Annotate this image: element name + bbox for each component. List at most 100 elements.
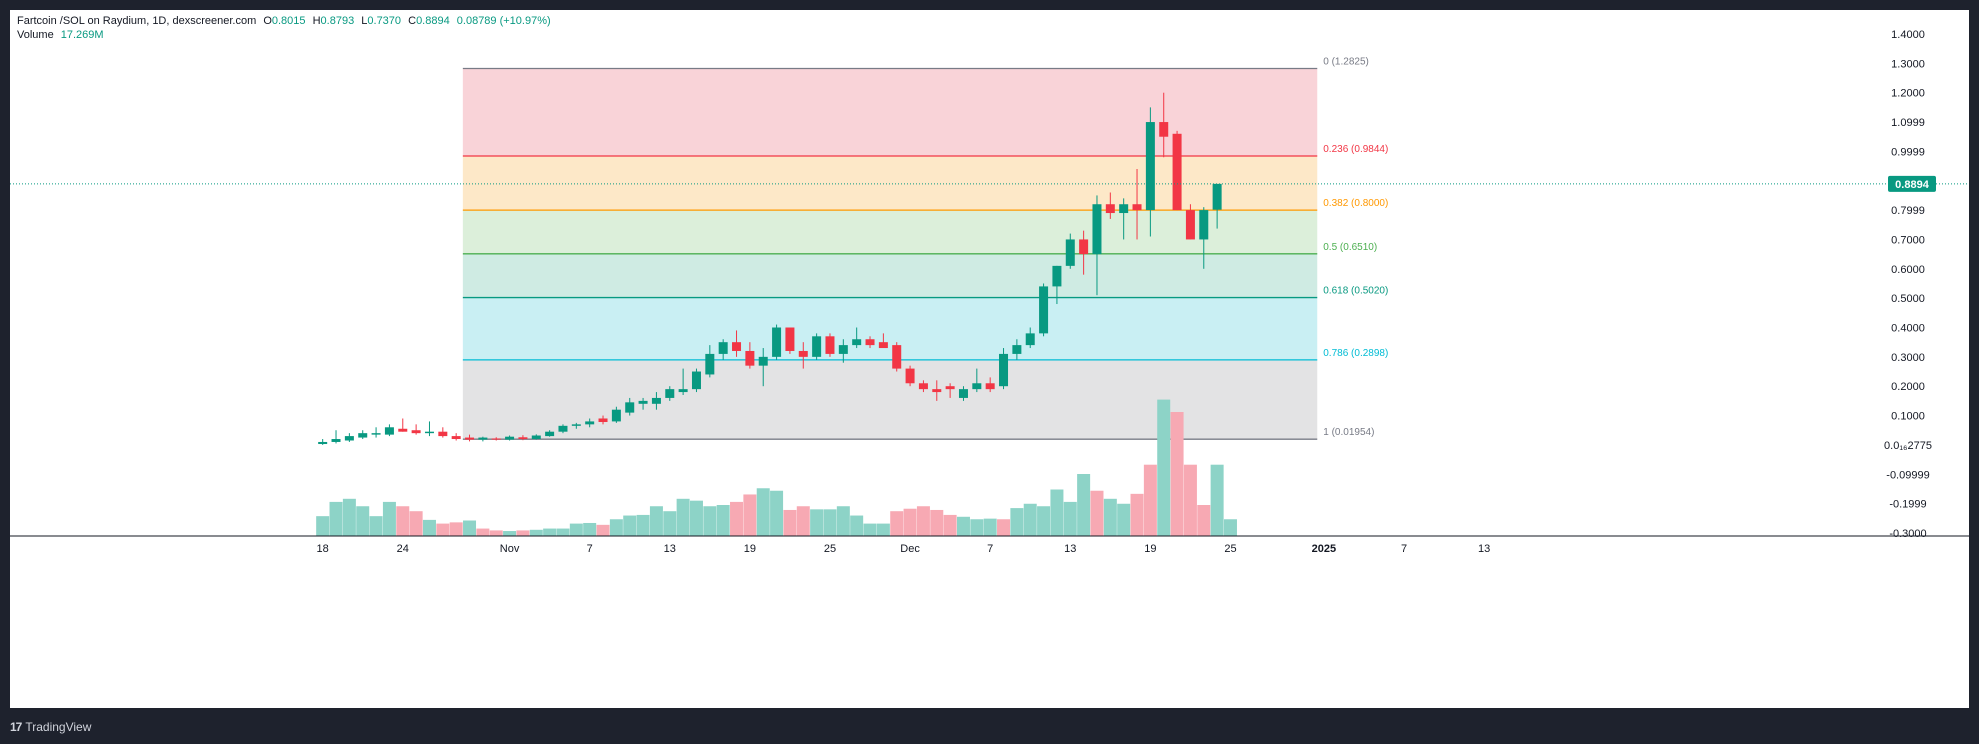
- close-label: C: [408, 15, 417, 27]
- fib-label-0.236: 0.236 (0.9844): [1323, 144, 1388, 155]
- candle-body: [558, 425, 568, 432]
- volume-bar: [329, 501, 343, 536]
- fib-zone-0.5: [462, 253, 1318, 298]
- y-tick-label: 0.5000: [1891, 293, 1925, 305]
- candle-body: [411, 430, 421, 434]
- current-price-tag: [1888, 175, 1936, 192]
- candle-body: [518, 437, 528, 440]
- tradingview-logo-icon: 17: [10, 720, 22, 734]
- candle-body: [438, 431, 448, 437]
- volume-bar: [1157, 399, 1171, 536]
- x-tick-label: 2025: [1312, 543, 1336, 555]
- candle-body: [758, 356, 768, 366]
- volume-bar: [676, 498, 690, 536]
- volume-bar: [663, 511, 677, 536]
- high-label: H: [312, 15, 321, 27]
- y-tick-label: 0.2000: [1891, 381, 1925, 393]
- candle-body: [424, 431, 434, 434]
- fib-zone-0.236: [462, 155, 1318, 211]
- candle-body: [331, 439, 341, 442]
- candle-body: [932, 389, 942, 393]
- volume-bar: [1090, 490, 1104, 536]
- candle-body: [732, 342, 742, 351]
- volume-bar: [623, 515, 637, 536]
- volume-bar: [1037, 506, 1051, 536]
- candle-body: [598, 418, 608, 423]
- volume-bar: [422, 519, 436, 536]
- volume-bar: [730, 501, 744, 536]
- y-tick-label: 0.0₁₆2775: [1884, 440, 1932, 452]
- candle-body: [1065, 239, 1075, 266]
- fib-zone-0: [462, 68, 1318, 156]
- volume-bar: [342, 498, 356, 536]
- volume-bar: [1183, 464, 1197, 536]
- x-tick-label: 19: [744, 543, 756, 555]
- candle-body: [999, 353, 1009, 387]
- candle-body: [852, 339, 862, 346]
- candle-body: [318, 441, 328, 445]
- x-tick-label: 25: [1224, 543, 1236, 555]
- volume-bar: [463, 520, 477, 536]
- volume-bar: [369, 516, 383, 536]
- volume-bar: [476, 528, 490, 536]
- volume-bar: [543, 528, 557, 536]
- candle-body: [625, 402, 635, 413]
- candle-body: [505, 436, 515, 440]
- volume-bar: [743, 494, 757, 536]
- volume-bar: [997, 519, 1011, 536]
- volume-bar: [823, 509, 837, 536]
- volume-bar: [876, 523, 890, 536]
- chart-canvas[interactable]: 0 (1.2825) 0.236 (0.9844) 0.382 (0.8000) 0.…: [10, 10, 1969, 708]
- y-tick-label: -0.09999: [1886, 469, 1929, 481]
- change-value: 0.08789 (+10.97%): [456, 15, 551, 27]
- y-tick-label: 0.9999: [1891, 146, 1925, 158]
- candle-body: [825, 336, 835, 354]
- candle-body: [665, 389, 675, 398]
- volume-bar: [770, 490, 784, 536]
- volume-bar: [516, 530, 530, 536]
- x-tick-label: 7: [587, 543, 593, 555]
- volume-value: 17.269M: [60, 29, 104, 41]
- candle-body: [638, 400, 648, 404]
- candle-body: [1212, 183, 1222, 210]
- volume-header: Volume 17.269M: [17, 29, 104, 41]
- volume-bar: [796, 506, 810, 536]
- y-tick-label: 0.4000: [1891, 323, 1925, 335]
- volume-bar: [396, 506, 410, 536]
- candle-body: [451, 436, 461, 440]
- volume-bar: [703, 506, 717, 536]
- candle-body: [905, 368, 915, 384]
- volume-bar: [863, 523, 877, 536]
- candle-body: [838, 345, 848, 354]
- candle-body: [718, 342, 728, 354]
- candle-body: [1105, 204, 1115, 214]
- candle-body: [1092, 204, 1102, 255]
- footer[interactable]: 17 TradingView: [10, 718, 91, 736]
- candle-body: [531, 435, 541, 440]
- volume-bar: [956, 516, 970, 536]
- x-tick-label: 7: [987, 543, 993, 555]
- fib-label-0.618: 0.618 (0.5020): [1323, 286, 1388, 297]
- candle-body: [772, 327, 782, 357]
- candle-body: [1119, 204, 1129, 214]
- x-tick-label: 18: [317, 543, 329, 555]
- y-tick-label: -0.1999: [1889, 499, 1926, 511]
- volume-bar: [1143, 464, 1157, 536]
- candle-body: [1025, 333, 1035, 346]
- y-tick-label: 0.6000: [1891, 264, 1925, 276]
- candle-body: [1172, 133, 1182, 211]
- candle-body: [812, 336, 822, 357]
- volume-bar: [529, 529, 543, 536]
- close-value: 0.8894: [416, 15, 450, 27]
- candle-body: [745, 350, 755, 366]
- candle-body: [491, 438, 501, 440]
- volume-bar: [1170, 412, 1184, 536]
- candle-body: [398, 428, 408, 432]
- candle-body: [465, 437, 475, 440]
- candle-body: [545, 431, 555, 437]
- volume-bar: [1197, 505, 1211, 536]
- x-tick-label: Nov: [500, 543, 520, 555]
- fib-zone-0.618: [462, 297, 1318, 360]
- y-tick-label: 0.7999: [1891, 205, 1925, 217]
- x-tick-label: Dec: [900, 543, 920, 555]
